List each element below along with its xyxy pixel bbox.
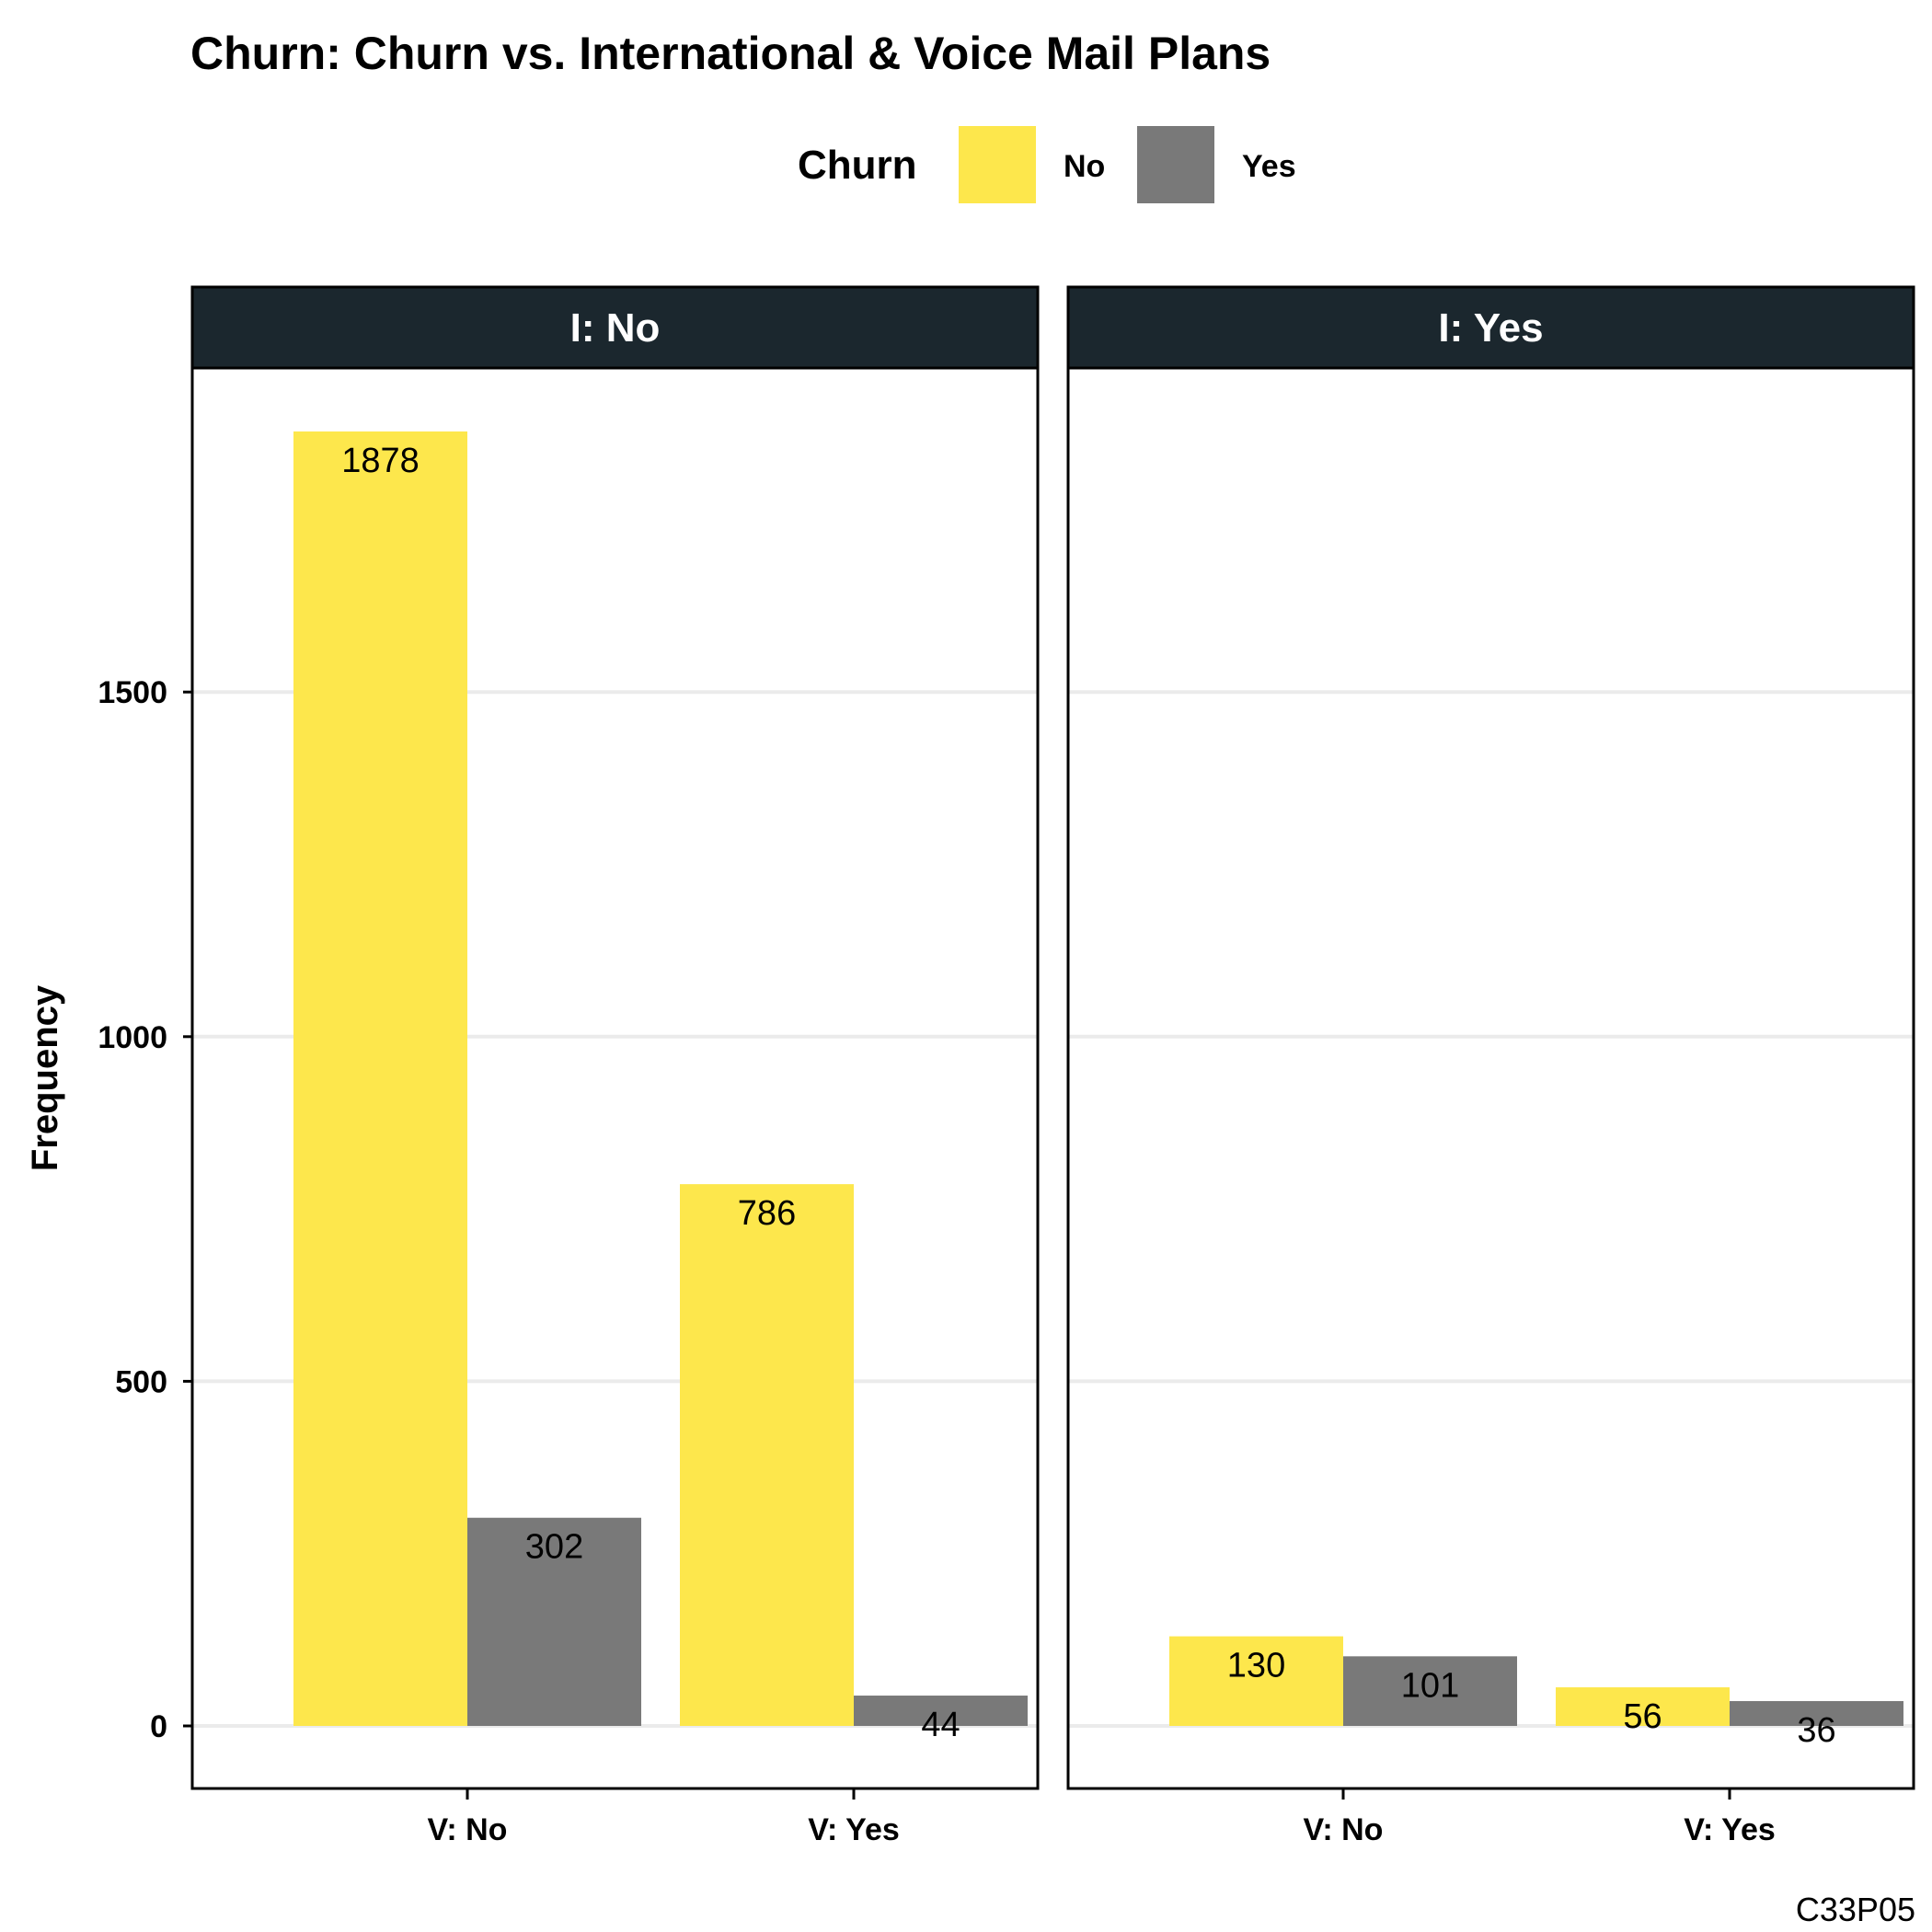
bar-value-label: 101 bbox=[1401, 1666, 1459, 1705]
legend-title: Churn bbox=[798, 143, 917, 188]
bar-value-label: 786 bbox=[738, 1194, 796, 1233]
facet-panel: I: Yes 130 101 V: No 56 36 V: Yes bbox=[1066, 285, 1915, 1847]
chart-caption: C33P05 bbox=[1796, 1891, 1915, 1928]
bar-no bbox=[1169, 1636, 1343, 1726]
bar-no bbox=[1556, 1687, 1730, 1726]
bar-value-label: 1878 bbox=[341, 442, 420, 480]
bar-value-label: 130 bbox=[1227, 1647, 1285, 1685]
legend: Churn No Yes bbox=[798, 126, 1296, 203]
bar-yes bbox=[854, 1696, 1028, 1726]
y-axis: 0 500 1000 1500 bbox=[98, 675, 192, 1744]
y-tick-label: 0 bbox=[150, 1709, 167, 1744]
bar-yes bbox=[467, 1517, 641, 1726]
legend-label-no: No bbox=[1064, 149, 1105, 184]
y-tick-label: 1500 bbox=[98, 675, 167, 710]
legend-swatch-no bbox=[959, 126, 1036, 203]
strip-border bbox=[190, 285, 1040, 370]
x-tick-label: V: No bbox=[1304, 1812, 1384, 1847]
facet-strip-label: I: No bbox=[570, 305, 661, 351]
bar-yes bbox=[1730, 1701, 1903, 1726]
bar-value-label: 36 bbox=[1797, 1711, 1835, 1750]
bar-value-label: 44 bbox=[921, 1706, 960, 1744]
panel-background bbox=[1068, 368, 1914, 1788]
bar-no bbox=[680, 1184, 854, 1726]
bar-value-label: 56 bbox=[1623, 1697, 1662, 1736]
bar-yes bbox=[1343, 1656, 1517, 1726]
facet-strip bbox=[1068, 287, 1914, 368]
strip-border bbox=[1066, 285, 1915, 370]
y-axis-title: Frequency bbox=[25, 984, 65, 1171]
x-tick-label: V: Yes bbox=[808, 1812, 900, 1847]
legend-label-yes: Yes bbox=[1242, 149, 1296, 184]
facet-strip bbox=[192, 287, 1038, 368]
x-tick-label: V: Yes bbox=[1684, 1812, 1776, 1847]
facet-strip-label: I: Yes bbox=[1438, 305, 1543, 351]
bar-value-label: 302 bbox=[525, 1528, 583, 1567]
y-tick-label: 500 bbox=[115, 1364, 167, 1399]
facet-panel: I: No 1878 302 V: No 786 44 V: Yes bbox=[190, 285, 1040, 1847]
chart-title: Churn: Churn vs. International & Voice M… bbox=[190, 28, 1271, 79]
x-tick-label: V: No bbox=[428, 1812, 508, 1847]
y-tick-label: 1000 bbox=[98, 1020, 167, 1055]
legend-swatch-yes bbox=[1137, 126, 1214, 203]
bar-no bbox=[293, 431, 467, 1726]
facet-panels: I: No 1878 302 V: No 786 44 V: Yes I: Yes 130 101… bbox=[190, 285, 1915, 1847]
